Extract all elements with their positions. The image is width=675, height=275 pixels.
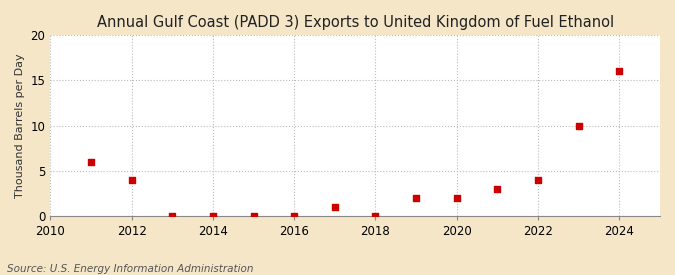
- Point: [329, 205, 340, 209]
- Point: [410, 196, 421, 200]
- Point: [614, 69, 625, 74]
- Point: [573, 123, 584, 128]
- Text: Source: U.S. Energy Information Administration: Source: U.S. Energy Information Administ…: [7, 264, 253, 274]
- Point: [289, 213, 300, 218]
- Point: [533, 178, 543, 182]
- Y-axis label: Thousand Barrels per Day: Thousand Barrels per Day: [15, 53, 25, 198]
- Point: [452, 196, 462, 200]
- Point: [86, 160, 97, 164]
- Point: [370, 213, 381, 218]
- Point: [492, 187, 503, 191]
- Point: [167, 213, 178, 218]
- Title: Annual Gulf Coast (PADD 3) Exports to United Kingdom of Fuel Ethanol: Annual Gulf Coast (PADD 3) Exports to Un…: [97, 15, 614, 30]
- Point: [248, 213, 259, 218]
- Point: [207, 213, 218, 218]
- Point: [126, 178, 137, 182]
